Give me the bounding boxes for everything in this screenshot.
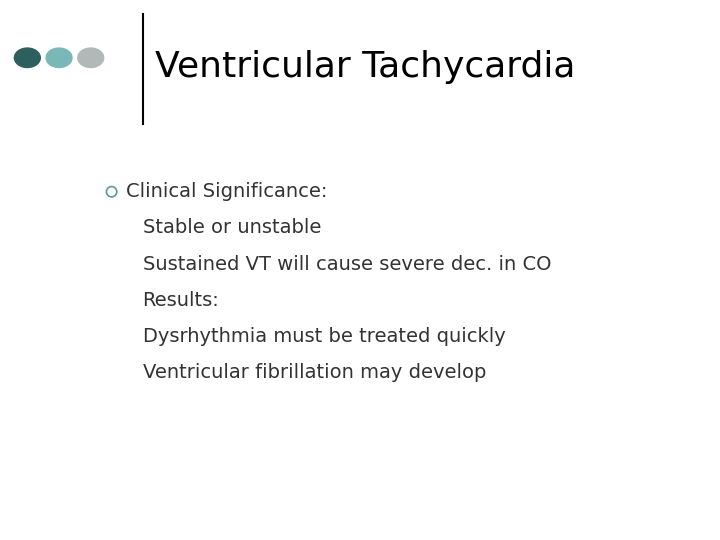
Text: Clinical Significance:: Clinical Significance: xyxy=(126,182,328,201)
Circle shape xyxy=(46,48,72,68)
Text: Ventricular Tachycardia: Ventricular Tachycardia xyxy=(155,51,575,84)
Text: Dysrhythmia must be treated quickly: Dysrhythmia must be treated quickly xyxy=(143,327,505,346)
Text: Stable or unstable: Stable or unstable xyxy=(143,218,321,238)
Text: Ventricular fibrillation may develop: Ventricular fibrillation may develop xyxy=(143,363,486,382)
Text: Sustained VT will cause severe dec. in CO: Sustained VT will cause severe dec. in C… xyxy=(143,254,551,274)
Circle shape xyxy=(14,48,40,68)
Circle shape xyxy=(78,48,104,68)
Text: Results:: Results: xyxy=(143,291,220,310)
Point xyxy=(106,187,117,196)
